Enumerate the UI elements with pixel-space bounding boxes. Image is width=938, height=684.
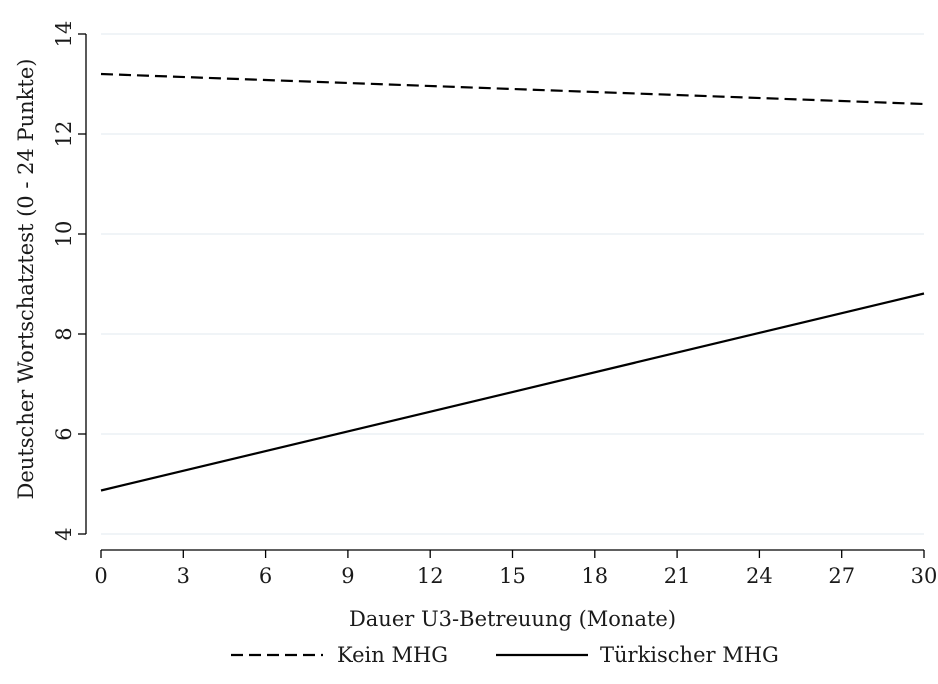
legend: Kein MHG Türkischer MHG [231,643,779,667]
y-tick-label-6: 6 [52,427,76,440]
x-tick-label-12: 12 [417,564,444,588]
y-axis-title: Deutscher Wortschatztest (0 - 24 Punkte) [14,59,38,500]
gridlines [101,33,924,535]
y-tick-label-10: 10 [52,221,76,248]
x-axis-title: Dauer U3-Betreuung (Monate) [349,607,676,631]
series-lines [100,72,925,492]
x-tick-label-24: 24 [746,564,773,588]
y-tick-label-8: 8 [52,327,76,340]
y-tick-label-4: 4 [52,527,76,540]
axes: 4 6 8 10 12 14 0 3 6 9 12 15 18 21 24 27 30 [52,21,937,588]
x-tick-label-6: 6 [259,564,272,588]
series-line-kein-mhg [100,72,925,106]
x-tick-label-18: 18 [581,564,608,588]
y-tick-label-14: 14 [52,21,76,48]
x-tick-label-3: 3 [177,564,190,588]
x-tick-label-27: 27 [828,564,855,588]
y-tick-label-12: 12 [52,121,76,148]
legend-label-tuerkischer-mhg: Türkischer MHG [600,643,779,667]
legend-label-kein-mhg: Kein MHG [337,643,448,667]
x-tick-label-21: 21 [664,564,691,588]
x-tick-label-9: 9 [341,564,354,588]
x-tick-label-15: 15 [499,564,526,588]
x-tick-label-30: 30 [911,564,938,588]
series-line-tuerkischer-mhg [100,292,925,492]
x-tick-label-0: 0 [94,564,107,588]
